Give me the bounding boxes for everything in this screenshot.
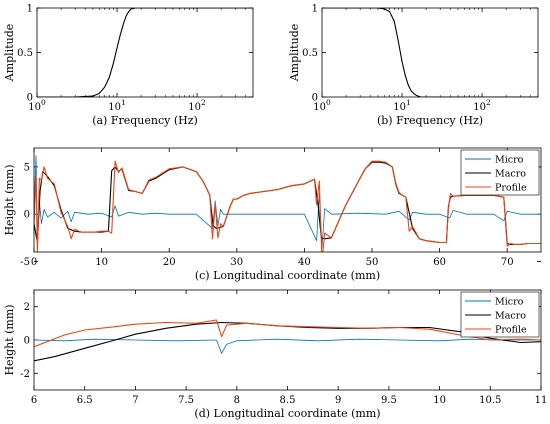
y-tick-label: 0.5 (302, 48, 318, 59)
x-tick-label: 101 (108, 98, 126, 113)
x-tick-label: 102 (188, 98, 206, 113)
y-tick-label: 2 (24, 302, 30, 313)
y-tick-label: 0 (27, 93, 33, 104)
series-line-micro (34, 338, 541, 354)
x-tick-label: 10 (433, 395, 446, 406)
series-line-profile (34, 319, 541, 348)
x-tick-label: 10 (95, 257, 108, 268)
legend-entry: Macro (495, 169, 526, 180)
x-tick-label: 10.5 (479, 395, 501, 406)
legend-entry: Profile (495, 183, 527, 194)
x-tick-label: 8.5 (280, 395, 296, 406)
x-tick-label: 7.5 (178, 395, 194, 406)
x-axis-label: (a) Frequency (Hz) (92, 114, 198, 127)
x-axis-label: (d) Longitudinal coordinate (mm) (194, 407, 380, 420)
x-axis-label: (b) Frequency (Hz) (377, 114, 483, 127)
y-tick-label: 5 (24, 162, 30, 173)
x-tick-label: 11 (535, 395, 548, 406)
x-tick-label: 60 (433, 257, 446, 268)
legend-entry: Micro (495, 297, 524, 308)
x-tick-label: 6.5 (77, 395, 93, 406)
series-line-profile (34, 160, 541, 252)
x-tick-label: 102 (473, 98, 491, 113)
y-tick-label: -2 (20, 369, 30, 380)
x-axis-label: (c) Longitudinal coordinate (mm) (195, 269, 380, 282)
legend: Micro Macro Profile (460, 149, 540, 196)
chart-b: 0 0.5 1 100 101 102(b) Frequency (Hz) Amplitud… (288, 4, 539, 127)
series-group (34, 319, 541, 362)
y-axis-label: Height (mm) (3, 164, 16, 235)
x-tick-label: 100 (28, 98, 46, 113)
series-line-filter (37, 8, 253, 97)
x-tick-label: 8 (234, 395, 240, 406)
series-line-filter (322, 8, 538, 97)
y-tick-label: 0 (24, 336, 30, 347)
plot-frame (33, 147, 542, 253)
legend-entry: Micro (495, 155, 524, 166)
x-tick-label: 20 (163, 257, 176, 268)
y-tick-label: 0.5 (17, 48, 33, 59)
chart-d: -2 0 2 6 6.5 7 7.5 8 8.5 9 9.5 10 10.5 11 (d) Longitud… (3, 289, 548, 420)
x-tick-label: 6 (31, 395, 37, 406)
plot-frame (33, 289, 542, 391)
y-tick-label: 1 (27, 4, 33, 15)
x-tick-label: 7 (132, 395, 138, 406)
plot-frame (321, 7, 539, 98)
x-tick-label: 100 (313, 98, 331, 113)
y-tick-label: -5 (20, 257, 30, 268)
plot-frame (36, 7, 254, 98)
y-tick-label: 0 (312, 93, 318, 104)
x-tick-label: 101 (393, 98, 411, 113)
series-group (34, 155, 541, 252)
chart-a: 0 0.5 1 100 101 102(a) Frequency (Hz) Amplitud… (3, 4, 254, 127)
x-tick-label: 9.5 (381, 395, 397, 406)
series-group (37, 8, 253, 97)
x-tick-label: 70 (501, 257, 514, 268)
series-group (322, 8, 538, 97)
x-tick-label: 30 (230, 257, 243, 268)
x-tick-label: 9 (335, 395, 341, 406)
y-axis-label: Height (mm) (3, 304, 16, 375)
y-axis-label: Amplitude (288, 24, 301, 83)
y-tick-label: 1 (312, 4, 318, 15)
legend-entry: Profile (495, 325, 527, 336)
legend: Micro Macro Profile (460, 291, 540, 338)
y-tick-label: 0 (24, 210, 30, 221)
y-axis-label: Amplitude (3, 24, 16, 83)
x-tick-label: 0 (31, 257, 37, 268)
legend-entry: Macro (495, 311, 526, 322)
x-tick-label: 50 (366, 257, 379, 268)
x-tick-label: 40 (298, 257, 311, 268)
